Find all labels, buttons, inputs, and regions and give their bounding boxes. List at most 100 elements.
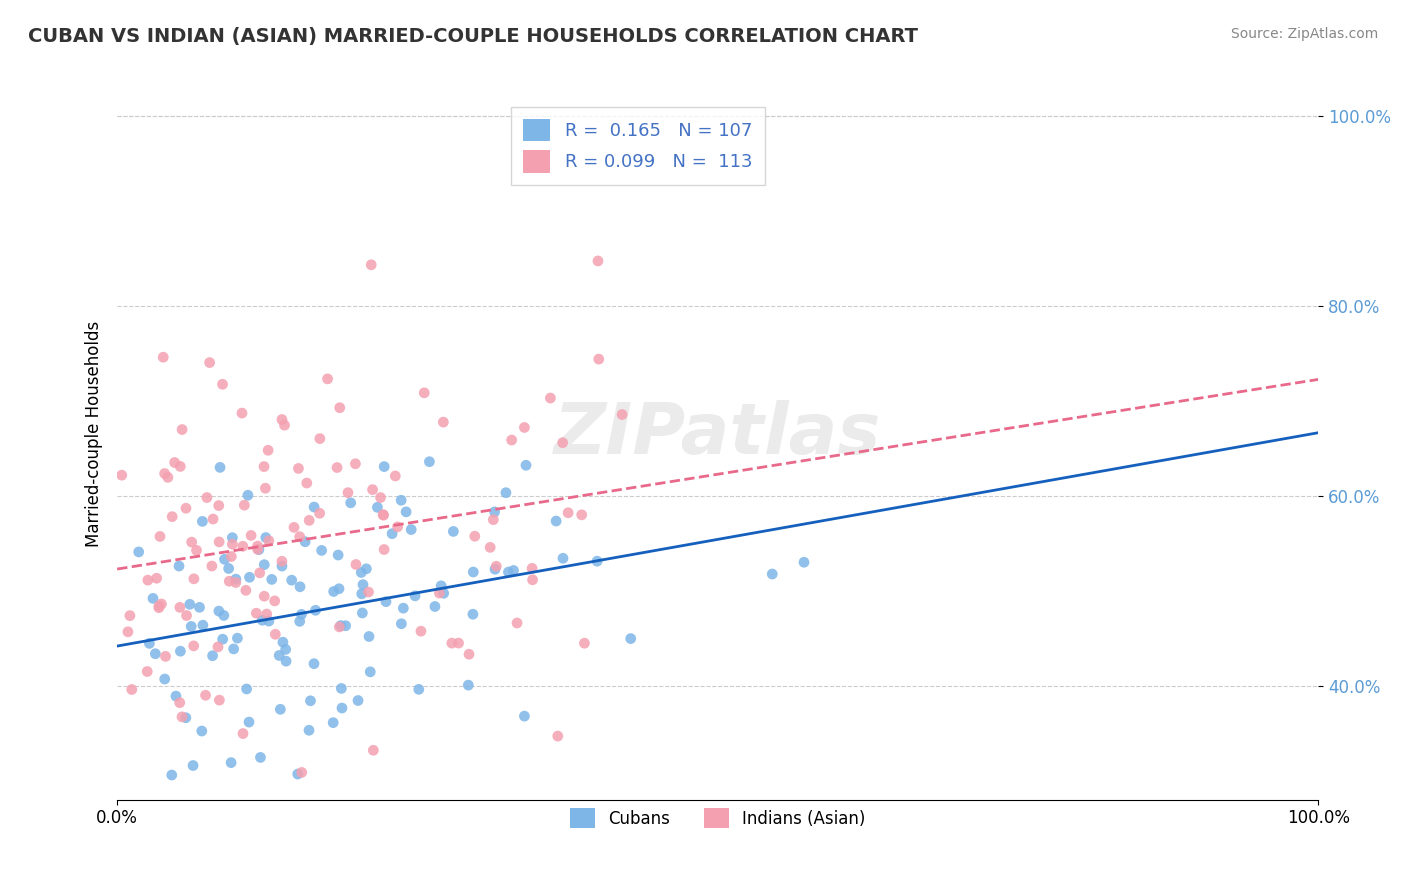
Point	[335, 619, 357, 633]
Point	[169, 644, 191, 658]
Point	[271, 559, 294, 574]
Point	[479, 541, 502, 555]
Point	[430, 579, 453, 593]
Point	[152, 350, 174, 364]
Point	[329, 401, 352, 415]
Point	[209, 460, 232, 475]
Point	[294, 534, 316, 549]
Point	[274, 642, 297, 657]
Point	[283, 520, 305, 534]
Point	[326, 460, 349, 475]
Point	[485, 559, 508, 574]
Point	[429, 586, 451, 600]
Point	[381, 526, 404, 541]
Point	[513, 420, 536, 434]
Point	[211, 377, 233, 392]
Point	[245, 606, 267, 620]
Point	[352, 606, 374, 620]
Point	[522, 573, 544, 587]
Point	[304, 603, 326, 617]
Point	[249, 750, 271, 764]
Point	[246, 539, 269, 553]
Point	[138, 636, 160, 650]
Point	[207, 640, 229, 654]
Point	[233, 498, 256, 512]
Point	[208, 693, 231, 707]
Point	[328, 582, 350, 596]
Point	[249, 566, 271, 580]
Point	[502, 564, 524, 578]
Point	[547, 729, 569, 743]
Point	[188, 600, 211, 615]
Point	[240, 528, 263, 542]
Point	[165, 689, 187, 703]
Point	[257, 533, 280, 548]
Point	[128, 545, 150, 559]
Point	[257, 614, 280, 628]
Point	[440, 636, 463, 650]
Text: Source: ZipAtlas.com: Source: ZipAtlas.com	[1230, 27, 1378, 41]
Point	[288, 615, 311, 629]
Point	[225, 572, 247, 586]
Point	[271, 412, 294, 426]
Point	[373, 508, 395, 522]
Point	[513, 709, 536, 723]
Point	[433, 586, 456, 600]
Point	[253, 589, 276, 603]
Point	[232, 539, 254, 553]
Point	[218, 561, 240, 575]
Point	[308, 432, 330, 446]
Point	[413, 385, 436, 400]
Point	[484, 505, 506, 519]
Point	[274, 654, 297, 668]
Point	[263, 594, 285, 608]
Point	[363, 743, 385, 757]
Point	[202, 512, 225, 526]
Point	[793, 555, 815, 569]
Point	[501, 433, 523, 447]
Point	[180, 619, 202, 633]
Point	[180, 535, 202, 549]
Point	[181, 758, 204, 772]
Point	[290, 607, 312, 622]
Point	[441, 524, 464, 539]
Point	[148, 600, 170, 615]
Point	[143, 647, 166, 661]
Point	[226, 631, 249, 645]
Point	[311, 543, 333, 558]
Point	[191, 515, 214, 529]
Point	[291, 765, 314, 780]
Point	[356, 562, 378, 576]
Point	[260, 573, 283, 587]
Point	[302, 657, 325, 671]
Point	[195, 491, 218, 505]
Point	[357, 630, 380, 644]
Point	[432, 415, 454, 429]
Point	[176, 608, 198, 623]
Point	[404, 589, 426, 603]
Point	[150, 597, 173, 611]
Point	[484, 562, 506, 576]
Point	[208, 604, 231, 618]
Point	[389, 493, 412, 508]
Point	[366, 500, 388, 515]
Point	[201, 559, 224, 574]
Point	[219, 756, 242, 770]
Point	[373, 508, 395, 523]
Point	[238, 715, 260, 730]
Point	[347, 693, 370, 707]
Point	[208, 499, 231, 513]
Point	[482, 513, 505, 527]
Point	[264, 627, 287, 641]
Point	[155, 649, 177, 664]
Point	[232, 726, 254, 740]
Point	[761, 567, 783, 582]
Point	[336, 485, 359, 500]
Point	[328, 620, 350, 634]
Point	[308, 506, 330, 520]
Point	[269, 648, 291, 663]
Point	[225, 575, 247, 590]
Point	[252, 613, 274, 627]
Legend: Cubans, Indians (Asian): Cubans, Indians (Asian)	[564, 801, 872, 835]
Point	[186, 543, 208, 558]
